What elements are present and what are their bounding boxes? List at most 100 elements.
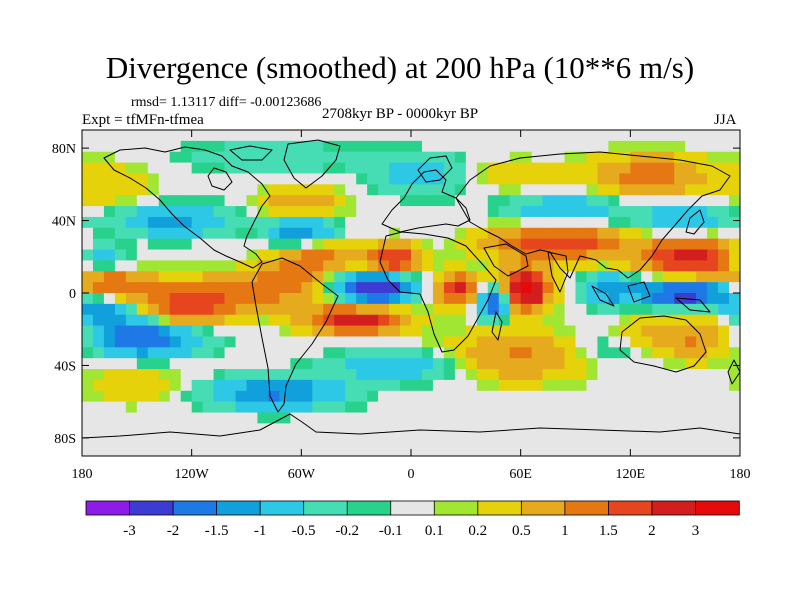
field-cell	[498, 206, 511, 218]
field-cell	[180, 249, 193, 262]
period-label: 2708kyr BP - 0000kyr BP	[322, 106, 479, 122]
field-cell	[246, 314, 259, 327]
field-cell	[136, 260, 149, 272]
field-cell	[125, 347, 138, 359]
field-cell	[224, 412, 237, 425]
field-cell	[608, 336, 620, 348]
field-cell	[301, 271, 313, 283]
field-cell	[92, 260, 105, 272]
field-cell	[696, 130, 708, 142]
field-cell	[630, 303, 642, 316]
field-cell	[400, 238, 412, 251]
field-cell	[476, 206, 489, 218]
field-cell	[367, 336, 379, 348]
field-cell	[597, 445, 610, 456]
field-cell	[400, 184, 412, 196]
field-cell	[257, 347, 270, 359]
field-cell	[279, 173, 291, 185]
field-cell	[531, 412, 544, 425]
field-cell	[213, 303, 226, 316]
field-cell	[674, 325, 686, 338]
colorbar-label: 0.2	[468, 523, 487, 539]
field-cell	[729, 379, 740, 392]
field-cell	[707, 369, 719, 381]
field-cell	[312, 412, 324, 425]
field-cell	[597, 325, 610, 338]
field-cell	[103, 184, 116, 196]
field-cell	[630, 379, 642, 392]
field-cell	[630, 238, 642, 251]
field-cell	[301, 314, 313, 327]
colorbar: -3 -2 -1.5 -1 -0.5 -0.2 -0.1 0.1 0.2 0.5 1 1.5 2 3	[85, 500, 740, 539]
field-cell	[158, 151, 171, 164]
field-cell	[389, 195, 401, 207]
field-cell	[498, 423, 511, 435]
field-cell	[564, 434, 577, 446]
field-cell	[367, 140, 379, 153]
field-cell	[114, 130, 127, 142]
field-cell	[696, 162, 708, 175]
field-cell	[191, 238, 204, 251]
field-cell	[619, 238, 631, 251]
field-cell	[114, 390, 127, 403]
field-cell	[487, 249, 500, 262]
field-cell	[169, 347, 182, 359]
field-cell	[685, 206, 697, 218]
field-cell	[641, 227, 653, 240]
field-cell	[619, 303, 631, 316]
field-cell	[652, 369, 664, 381]
field-cell	[180, 358, 193, 370]
field-cell	[542, 238, 555, 251]
field-cell	[202, 162, 215, 175]
field-cell	[378, 347, 390, 359]
field-cell	[520, 358, 533, 370]
field-cell	[268, 379, 281, 392]
field-cell	[564, 347, 577, 359]
field-cell	[411, 369, 423, 381]
field-cell	[531, 445, 544, 456]
field-cell	[696, 401, 708, 414]
field-cell	[619, 369, 631, 381]
field-cell	[498, 390, 511, 403]
field-cell	[147, 195, 160, 207]
field-cell	[345, 282, 357, 294]
field-cell	[147, 347, 160, 359]
field-cell	[345, 216, 357, 229]
field-cell	[268, 162, 281, 175]
field-cell	[268, 195, 281, 207]
field-cell	[411, 162, 423, 175]
field-cell	[136, 140, 149, 153]
field-cell	[345, 130, 357, 142]
field-cell	[696, 184, 708, 196]
field-cell	[114, 162, 127, 175]
field-cell	[718, 271, 730, 283]
colorbar-swatch	[346, 500, 392, 516]
field-cell	[301, 412, 313, 425]
field-cell	[92, 195, 105, 207]
field-cell	[696, 206, 708, 218]
field-cell	[103, 249, 116, 262]
field-cell	[114, 401, 127, 414]
field-cell	[147, 369, 160, 381]
field-cell	[345, 173, 357, 185]
field-cell	[191, 184, 204, 196]
field-cell	[246, 401, 259, 414]
field-cell	[718, 173, 730, 185]
field-cell	[641, 347, 653, 359]
field-cell	[630, 434, 642, 446]
field-cell	[323, 325, 335, 338]
field-cell	[718, 325, 730, 338]
field-cell	[103, 130, 116, 142]
field-cell	[641, 390, 653, 403]
field-cell	[520, 140, 533, 153]
field-cell	[411, 206, 423, 218]
field-cell	[597, 369, 610, 381]
field-cell	[564, 173, 577, 185]
field-cell	[652, 130, 664, 142]
field-cell	[454, 151, 467, 164]
field-cell	[641, 140, 653, 153]
field-cell	[224, 260, 237, 272]
field-cell	[597, 249, 610, 262]
field-cell	[454, 412, 467, 425]
colorbar-label: -0.2	[335, 523, 359, 539]
